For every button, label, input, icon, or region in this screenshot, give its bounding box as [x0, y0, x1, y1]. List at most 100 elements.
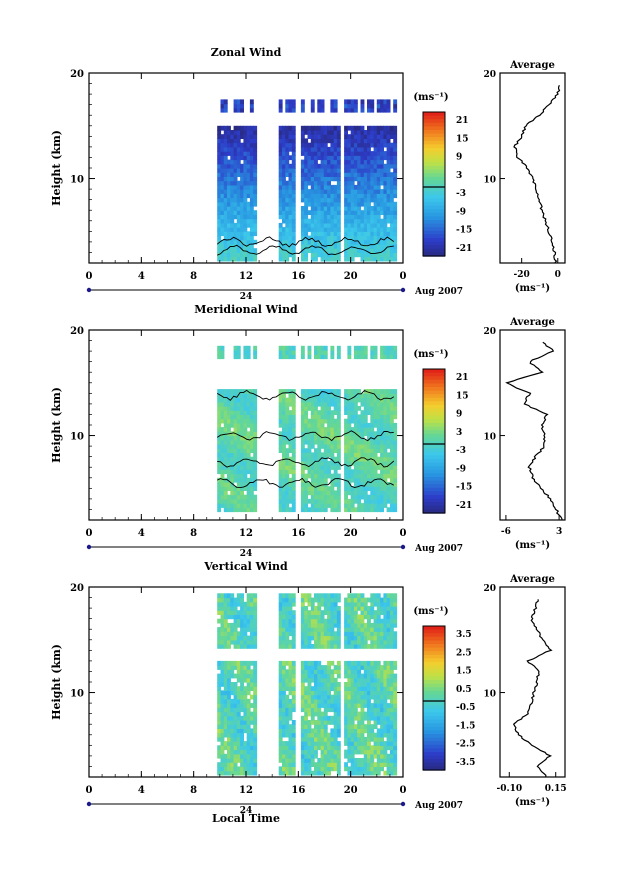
heatmap-cell: [320, 494, 325, 500]
heatmap-cell: [240, 639, 244, 645]
heatmap-cell: [307, 766, 312, 772]
heatmap-cell: [357, 168, 362, 173]
heatmap-cell: [278, 401, 283, 407]
heatmap-cell: [363, 477, 368, 483]
heatmap-cell: [347, 456, 352, 462]
heatmap-cell: [323, 597, 328, 603]
heatmap-cell: [291, 690, 296, 696]
heatmap-cell: [373, 231, 378, 237]
heatmap-cell: [389, 422, 394, 428]
heatmap-cell: [347, 193, 352, 199]
heatmap-cell: [240, 465, 244, 470]
heatmap-cell: [307, 465, 312, 470]
heatmap-cell: [380, 486, 384, 491]
heatmap-cell: [307, 142, 312, 148]
contour-line: [217, 477, 395, 489]
heatmap-cell: [320, 172, 325, 177]
heatmap-cell: [344, 444, 348, 449]
heatmap-cell: [380, 698, 384, 704]
heatmap-cell: [347, 138, 352, 144]
heatmap-cell: [291, 189, 296, 194]
heatmap-cell: [217, 193, 222, 199]
heatmap-cell: [300, 222, 305, 228]
heatmap-cell: [383, 439, 388, 445]
heatmap-cell: [376, 427, 381, 432]
colorbar-segment: [423, 459, 445, 464]
heatmap-cell: [376, 660, 381, 666]
heatmap-cell: [285, 677, 290, 683]
heatmap-cell: [285, 473, 290, 479]
heatmap-cell: [360, 431, 365, 437]
heatmap-cell: [249, 184, 254, 190]
heatmap-cell: [353, 622, 358, 628]
heatmap-cell: [350, 711, 355, 717]
heatmap-cell: [304, 189, 309, 194]
x-tick-label: 20: [344, 785, 358, 796]
heatmap-cell: [373, 134, 378, 139]
heatmap-cell: [304, 686, 309, 691]
heatmap-cell: [317, 439, 322, 445]
heatmap-cell: [330, 618, 335, 624]
heatmap-cell: [288, 410, 293, 415]
heatmap-cell: [389, 469, 394, 475]
heatmap-cell: [304, 231, 309, 237]
heatmap-cell: [307, 130, 312, 135]
heatmap-cell: [370, 99, 375, 105]
heatmap-cell: [373, 193, 378, 199]
heatmap-cell: [220, 711, 225, 717]
heatmap-cell: [230, 193, 235, 199]
heatmap-cell: [233, 686, 238, 691]
heatmap-cell: [370, 354, 375, 360]
heatmap-cell: [344, 469, 348, 475]
heatmap-cell: [314, 256, 318, 262]
heatmap-cell: [246, 753, 251, 759]
heatmap-cell: [249, 151, 254, 156]
heatmap-cell: [357, 163, 362, 169]
heatmap-cell: [314, 477, 318, 483]
heatmap-cell: [230, 477, 235, 483]
heatmap-cell: [330, 452, 335, 458]
heatmap-cell: [386, 99, 391, 105]
heatmap-cell: [327, 256, 331, 262]
heatmap-cell: [389, 614, 394, 620]
heatmap-cell: [300, 724, 305, 729]
heatmap-cell: [300, 741, 305, 746]
heatmap-cell: [353, 350, 358, 355]
heatmap-cell: [288, 134, 293, 139]
heatmap-cell: [367, 473, 371, 479]
heatmap-cell: [330, 614, 335, 620]
heatmap-cell: [223, 422, 228, 428]
heatmap-cell: [227, 690, 231, 696]
heatmap-cell: [220, 707, 225, 713]
heatmap-cell: [233, 736, 238, 742]
heatmap-cell: [291, 770, 296, 776]
heatmap-cell: [383, 103, 388, 109]
heatmap-cell: [300, 235, 305, 241]
heatmap-cell: [320, 189, 325, 194]
colorbar-segment: [423, 665, 445, 670]
panel-3: [86, 586, 566, 807]
heatmap-cell: [330, 707, 335, 713]
heatmap-cell: [314, 222, 318, 228]
heatmap-cell: [227, 439, 231, 445]
heatmap-cell: [310, 222, 315, 228]
heatmap-cell: [304, 248, 309, 253]
heatmap-cell: [357, 635, 362, 641]
heatmap-cell: [323, 184, 328, 190]
heatmap-cell: [240, 627, 244, 632]
heatmap-cell: [314, 660, 318, 666]
heatmap-cell: [363, 256, 368, 262]
heatmap-cell: [317, 142, 322, 148]
heatmap-cell: [288, 227, 293, 232]
heatmap-cell: [380, 172, 384, 177]
heatmap-cell: [304, 736, 309, 742]
heatmap-cell: [376, 639, 381, 645]
heatmap-cell: [389, 345, 394, 351]
heatmap-cell: [327, 130, 331, 135]
heatmap-cell: [285, 134, 290, 139]
heatmap-cell: [246, 406, 251, 411]
heatmap-cell: [327, 397, 331, 403]
heatmap-cell: [376, 180, 381, 186]
heatmap-cell: [389, 770, 394, 776]
heatmap-cell: [336, 494, 341, 500]
